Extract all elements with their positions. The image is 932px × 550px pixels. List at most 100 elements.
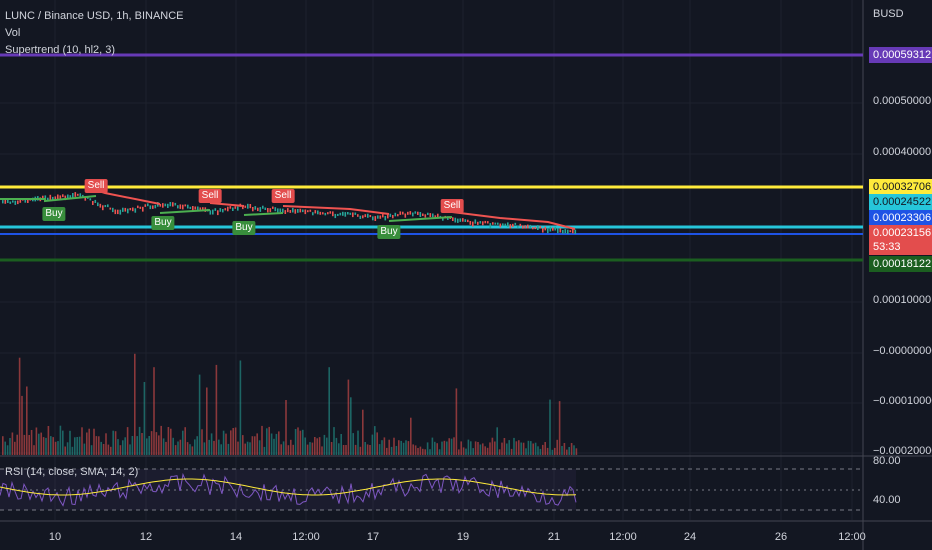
candle [382,214,384,218]
volume-bar [366,444,369,455]
volume-bar [474,441,477,455]
volume-bar [162,438,165,455]
candle [334,213,337,219]
volume-bar [102,444,105,455]
candle [192,206,194,211]
candle [339,212,342,216]
volume-bar [131,436,134,455]
candle [307,210,309,213]
candle [152,205,154,209]
volume-bar [86,432,88,455]
volume-bar [314,437,316,455]
volume-bar [234,427,237,455]
volume-bar [76,437,78,455]
volume-bar [71,446,74,455]
volume-bar [278,431,280,455]
vol-indicator-label[interactable]: Vol [5,27,21,39]
volume-bar [261,425,263,455]
candle [539,226,542,229]
volume-bar [400,440,402,455]
volume-bar [381,440,383,455]
symbol-title[interactable]: LUNC / Binance USD, 1h, BINANCE [5,10,184,22]
candle [94,199,97,203]
candle [504,223,507,226]
volume-bar [239,360,242,455]
candle [314,210,317,214]
volume-bar [268,426,270,455]
volume-bar [186,442,189,455]
candle [454,217,457,223]
volume-bar [95,436,98,455]
volume-bar [374,426,376,455]
candle [534,226,537,230]
candle [4,199,7,204]
volume-bar [112,430,114,455]
candle [284,210,287,214]
volume-bar [42,437,45,455]
candle [387,213,389,219]
volume-bar [114,431,117,455]
candle [264,207,267,210]
volume-bar [321,446,323,455]
volume-bar [297,427,299,455]
time-tick: 24 [683,531,697,543]
volume-bar [546,447,549,455]
candle [457,218,459,223]
candle [452,217,454,221]
volume-bar [426,442,429,455]
volume-bar [383,437,386,455]
candle [279,208,282,213]
volume-bar [407,441,410,455]
candle [127,208,129,214]
price-badge: 0.00023306 [869,210,932,226]
candle [159,204,162,207]
candle [69,195,72,200]
candle [297,209,299,213]
candle [174,202,177,206]
candle [72,193,74,198]
volume-bar [503,438,506,455]
candle [214,208,217,211]
candle [499,223,502,228]
candle [164,203,167,207]
candle [317,210,319,215]
candle [227,206,229,212]
candle [7,199,9,203]
supertrend-line [243,212,284,216]
volume-bar [88,428,90,455]
candle [417,211,419,215]
volume-bar [453,437,455,455]
candle [472,221,474,227]
volume-bar [316,438,318,455]
candle [79,193,82,198]
volume-bar [40,432,42,455]
volume-bar [285,400,287,455]
volume-bar [54,441,57,455]
candle [144,204,147,207]
candle [267,208,269,213]
candle [362,215,364,219]
candle [47,197,49,201]
volume-bar [208,439,210,455]
volume-bar [347,379,350,455]
candle [167,203,169,208]
volume-bar [371,434,374,455]
rsi-indicator-label[interactable]: RSI (14, close, SMA, 14, 2) [5,466,139,478]
candle [27,199,29,203]
volume-bar [398,440,400,455]
candle [562,230,564,234]
volume-bar [227,443,230,455]
candle [479,221,482,224]
volume-bar [81,427,83,455]
volume-bar [525,448,527,455]
candle [142,206,144,212]
candle [154,204,157,209]
volume-bar [122,440,124,455]
candle [62,194,64,198]
volume-bar [378,444,381,455]
supertrend-indicator-label[interactable]: Supertrend (10, hl2, 3) [5,44,116,56]
volume-bar [345,445,347,455]
candle [49,194,52,200]
volume-bar [482,443,484,455]
